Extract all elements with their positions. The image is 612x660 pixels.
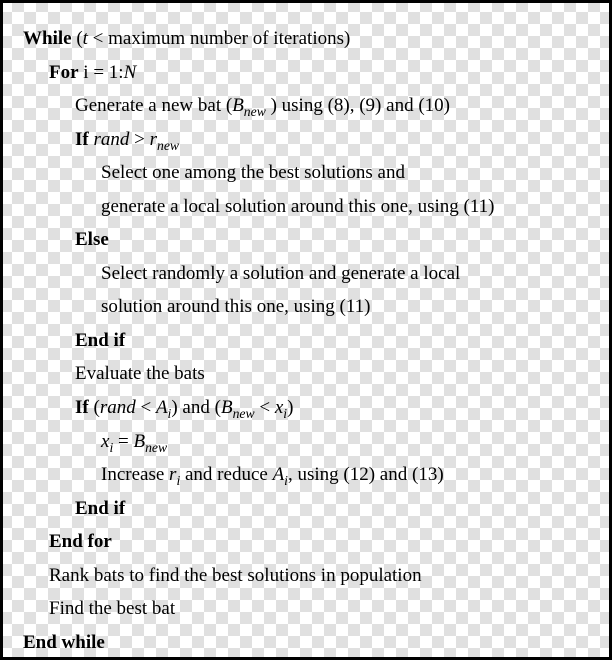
kw-else: Else xyxy=(75,229,109,250)
op-lt: < xyxy=(255,397,275,418)
sub-new: new xyxy=(145,439,167,454)
text: Increase xyxy=(101,464,169,485)
endwhile-line: End while xyxy=(23,629,589,657)
rp: ) xyxy=(287,397,293,418)
var-b: B xyxy=(221,397,233,418)
var-a: A xyxy=(156,397,168,418)
kw-endif: End if xyxy=(75,498,125,519)
assign-line: xi = Bnew xyxy=(101,428,589,456)
var-b: B xyxy=(133,431,145,452)
text: Generate a new bat ( xyxy=(75,95,232,116)
var-rand: rand xyxy=(100,397,136,418)
kw-while: While xyxy=(23,28,72,49)
kw-for: For xyxy=(49,62,79,83)
find-line: Find the best bat xyxy=(49,595,589,623)
text: < maximum number of iterations) xyxy=(88,28,350,49)
kw-endif: End if xyxy=(75,330,125,351)
var-a: A xyxy=(273,464,285,485)
kw-if: If xyxy=(75,397,89,418)
lp: ( xyxy=(89,397,100,418)
kw-if: If xyxy=(75,129,89,150)
endfor-line: End for xyxy=(49,528,589,556)
op-eq: = xyxy=(113,431,133,452)
op-lt: < xyxy=(136,397,156,418)
text: , using (12) and (13) xyxy=(288,464,444,485)
kw-endfor: End for xyxy=(49,531,112,552)
rp-and-lp: ) and ( xyxy=(171,397,221,418)
for-line: For i = 1:N xyxy=(49,59,589,87)
if2-line: If (rand < Ai) and (Bnew < xi) xyxy=(75,394,589,422)
eval-line: Evaluate the bats xyxy=(75,360,589,388)
text: ( xyxy=(72,28,83,49)
generate-line: Generate a new bat (Bnew ) using (8), (9… xyxy=(75,92,589,120)
sub-new: new xyxy=(244,104,266,119)
endif2-line: End if xyxy=(75,495,589,523)
var-b: B xyxy=(232,95,244,116)
text: ) using (8), (9) and (10) xyxy=(266,95,450,116)
var-r: r xyxy=(150,129,157,150)
op-gt: > xyxy=(129,129,149,150)
var-x: x xyxy=(275,397,283,418)
var-rand: rand xyxy=(93,129,129,150)
else-line: Else xyxy=(75,226,589,254)
increase-line: Increase ri and reduce Ai, using (12) an… xyxy=(101,461,589,489)
if1-line: If rand > rnew xyxy=(75,126,589,154)
text: i = 1: xyxy=(79,62,124,83)
pseudocode-block: While (t < maximum number of iterations)… xyxy=(0,0,612,660)
if1-body-b: generate a local solution around this on… xyxy=(101,193,589,221)
text: and reduce xyxy=(180,464,272,485)
else-body-b: solution around this one, using (11) xyxy=(101,293,589,321)
endif1-line: End if xyxy=(75,327,589,355)
rank-line: Rank bats to find the best solutions in … xyxy=(49,562,589,590)
while-line: While (t < maximum number of iterations) xyxy=(23,25,589,53)
sub-new: new xyxy=(233,406,255,421)
if1-body-a: Select one among the best solutions and xyxy=(101,159,589,187)
sub-new: new xyxy=(157,137,179,152)
else-body-a: Select randomly a solution and generate … xyxy=(101,260,589,288)
var-n: N xyxy=(124,62,137,83)
kw-endwhile: End while xyxy=(23,632,105,653)
